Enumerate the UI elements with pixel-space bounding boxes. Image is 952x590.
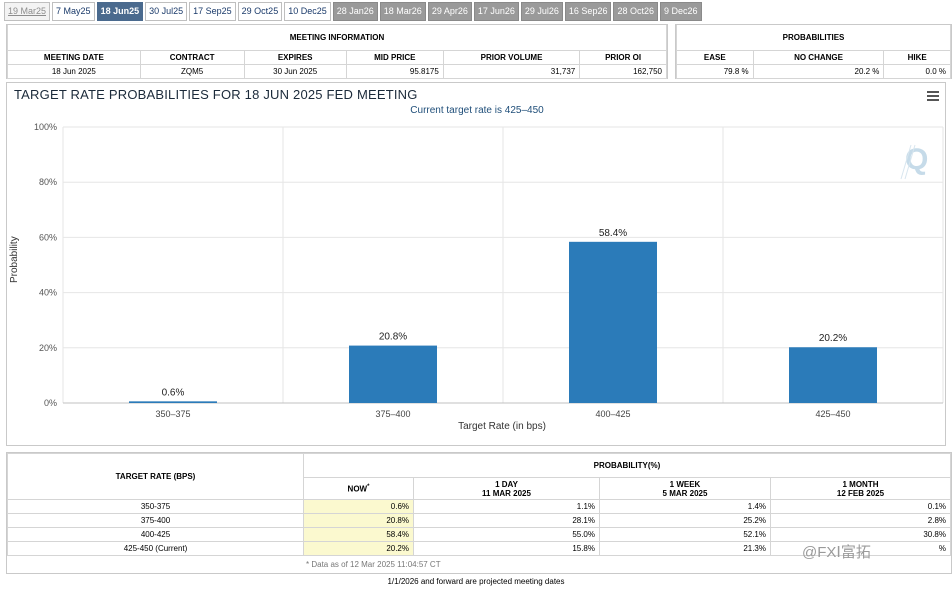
meeting-date-value: 18 Jun 2025 (7, 63, 141, 79)
one-month-header: 1 MONTH 12 FEB 2025 (770, 477, 951, 500)
tab-17-sep25[interactable]: 17 Sep25 (189, 2, 236, 21)
x-axis-label: Target Rate (in bps) (458, 421, 546, 432)
table-row: 375-400 20.8% 28.1% 25.2% 2.8% (7, 513, 951, 528)
meeting-information-panel: MEETING INFORMATION MEETING DATE CONTRAC… (6, 24, 668, 79)
one-week-cell: 21.3% (599, 541, 771, 556)
meeting-information-heading: MEETING INFORMATION (7, 25, 667, 51)
bar-data-label: 20.8% (379, 332, 407, 343)
x-tick-label: 375–400 (375, 409, 410, 419)
now-header: NOW* (303, 477, 414, 500)
bar (789, 347, 877, 403)
tab-16-sep26[interactable]: 16 Sep26 (564, 2, 612, 21)
col-meeting-date: MEETING DATE (7, 49, 141, 65)
y-tick-label: 40% (39, 288, 57, 298)
ease-value: 79.8 % (676, 63, 754, 79)
tab-18-mar26[interactable]: 18 Mar26 (379, 2, 426, 21)
bar-data-label: 20.2% (819, 333, 847, 344)
y-tick-label: 100% (34, 122, 57, 132)
target-rate-header: TARGET RATE (BPS) (7, 453, 304, 500)
y-tick-label: 0% (44, 398, 57, 408)
prior-volume-value: 31,737 (442, 63, 581, 79)
tab-30-jul25[interactable]: 30 Jul25 (145, 2, 188, 21)
chart-menu-icon[interactable] (927, 91, 939, 101)
one-week-cell: 1.4% (599, 499, 771, 514)
expires-value: 30 Jun 2025 (243, 63, 347, 79)
rate-cell: 425-450 (Current) (7, 541, 304, 556)
cme-q-watermark-icon: Q (900, 143, 928, 180)
table-row: 400-425 58.4% 55.0% 52.1% 30.8% (7, 527, 951, 542)
tab-19-mar25[interactable]: 19 Mar25 (4, 2, 51, 21)
tab-18-jun25[interactable]: 18 Jun25 (96, 2, 144, 21)
col-no-change: NO CHANGE (752, 49, 885, 65)
bar-data-label: 0.6% (162, 387, 185, 398)
col-ease: EASE (676, 49, 754, 65)
rate-cell: 375-400 (7, 513, 304, 528)
chart-panel: TARGET RATE PROBABILITIES FOR 18 JUN 202… (6, 82, 946, 446)
tab-10-dec25[interactable]: 10 Dec25 (284, 2, 331, 21)
one-day-cell: 1.1% (413, 499, 600, 514)
bar (569, 241, 657, 403)
tab-28-jan26[interactable]: 28 Jan26 (332, 2, 378, 21)
rate-cell: 400-425 (7, 527, 304, 542)
meeting-tabs: 19 Mar25 7 May25 18 Jun25 30 Jul25 17 Sep25 2… (0, 0, 952, 22)
watermark-logo: @FXⅠ​富拓 (802, 544, 871, 561)
x-tick-label: 425–450 (815, 409, 850, 419)
y-tick-label: 20% (39, 343, 57, 353)
bar-data-label: 58.4% (599, 228, 627, 239)
probabilities-panel: PROBABILITIES EASE NO CHANGE HIKE 79.8 %… (675, 24, 952, 79)
one-day-cell: 15.8% (413, 541, 600, 556)
one-week-cell: 25.2% (599, 513, 771, 528)
one-month-cell: 0.1% (770, 499, 951, 514)
rate-cell: 350-375 (7, 499, 304, 514)
tab-29-jul26[interactable]: 29 Jul26 (520, 2, 563, 21)
one-month-cell: 2.8% (770, 513, 951, 528)
tab-7-may25[interactable]: 7 May25 (52, 2, 95, 21)
one-month-cell: % (770, 541, 951, 556)
chart-title: TARGET RATE PROBABILITIES FOR 18 JUN 202… (14, 87, 418, 102)
probability-table: TARGET RATE (BPS) PROBABILITY(%) NOW* 1 … (7, 453, 951, 556)
bar (129, 401, 217, 403)
x-tick-label: 350–375 (155, 409, 190, 419)
tab-28-oct26[interactable]: 28 Oct26 (613, 2, 658, 21)
x-tick-label: 400–425 (595, 409, 630, 419)
probability-table-panel: TARGET RATE (BPS) PROBABILITY(%) NOW* 1 … (6, 452, 952, 574)
now-cell: 20.2% (303, 541, 414, 556)
now-cell: 58.4% (303, 527, 414, 542)
one-day-header: 1 DAY 11 MAR 2025 (413, 477, 600, 500)
col-expires: EXPIRES (243, 49, 347, 65)
col-prior-oi: PRIOR OI (579, 49, 667, 65)
col-mid-price: MID PRICE (345, 49, 444, 65)
data-timestamp-note: * Data as of 12 Mar 2025 11:04:57 CT (306, 560, 441, 569)
contract-value: ZQM5 (139, 63, 245, 79)
tab-29-oct25[interactable]: 29 Oct25 (237, 2, 283, 21)
chart-subtitle: Current target rate is 425–450 (410, 105, 544, 116)
svg-text:Q: Q (905, 143, 928, 176)
probability-group-header: PROBABILITY(%) (303, 453, 951, 478)
probabilities-heading: PROBABILITIES (676, 25, 951, 51)
table-row: 350-375 0.6% 1.1% 1.4% 0.1% (7, 499, 951, 514)
table-row: 425-450 (Current) 20.2% 15.8% 21.3%% (7, 541, 951, 556)
one-month-cell: 30.8% (770, 527, 951, 542)
one-week-header: 1 WEEK 5 MAR 2025 (599, 477, 771, 500)
mid-price-value: 95.8175 (345, 63, 444, 79)
col-contract: CONTRACT (139, 49, 245, 65)
tab-29-apr26[interactable]: 29 Apr26 (427, 2, 472, 21)
projected-dates-footnote: 1/1/2026 and forward are projected meeti… (387, 577, 565, 586)
one-day-cell: 28.1% (413, 513, 600, 528)
now-cell: 20.8% (303, 513, 414, 528)
col-hike: HIKE (883, 49, 951, 65)
prior-oi-value: 162,750 (579, 63, 667, 79)
now-cell: 0.6% (303, 499, 414, 514)
y-tick-label: 60% (39, 232, 57, 242)
bar-chart: 0% 20% 40% 60% 80% 100% 0.6% 350–375 20.8% 375–40… (34, 122, 944, 419)
one-day-cell: 55.0% (413, 527, 600, 542)
one-week-cell: 52.1% (599, 527, 771, 542)
hike-value: 0.0 % (883, 63, 951, 79)
bar (349, 345, 437, 403)
y-tick-label: 80% (39, 177, 57, 187)
col-prior-volume: PRIOR VOLUME (442, 49, 581, 65)
no-change-value: 20.2 % (752, 63, 885, 79)
tab-9-dec26[interactable]: 9 Dec26 (660, 2, 702, 21)
tab-17-jun26[interactable]: 17 Jun26 (473, 2, 519, 21)
